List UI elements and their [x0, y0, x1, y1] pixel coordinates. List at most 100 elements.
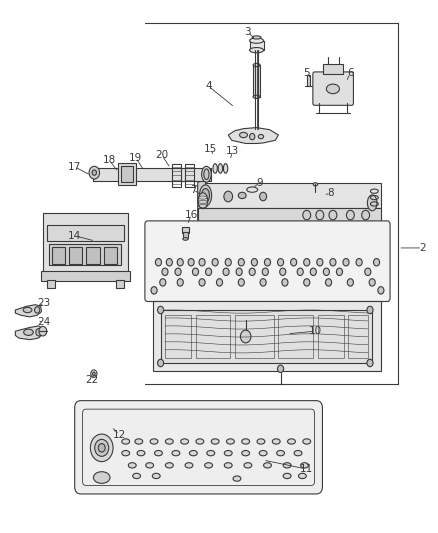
Circle shape	[328, 211, 336, 220]
Ellipse shape	[249, 38, 263, 43]
Bar	[104, 247, 117, 264]
Ellipse shape	[204, 463, 212, 468]
Bar	[249, 41, 263, 50]
Ellipse shape	[212, 164, 217, 173]
Circle shape	[366, 306, 372, 314]
Circle shape	[368, 279, 374, 286]
Ellipse shape	[198, 193, 207, 209]
Bar	[69, 247, 82, 264]
Circle shape	[346, 211, 353, 220]
Bar	[181, 227, 189, 232]
Ellipse shape	[283, 463, 290, 468]
Ellipse shape	[241, 439, 249, 444]
Ellipse shape	[203, 169, 208, 180]
Ellipse shape	[258, 134, 263, 139]
Bar	[184, 164, 194, 187]
Bar	[278, 316, 313, 358]
Ellipse shape	[249, 47, 263, 53]
Ellipse shape	[256, 439, 264, 444]
Ellipse shape	[93, 472, 110, 483]
Circle shape	[187, 259, 194, 266]
Circle shape	[366, 359, 372, 367]
Ellipse shape	[272, 439, 279, 444]
Ellipse shape	[128, 463, 136, 468]
Circle shape	[310, 268, 316, 276]
Text: 9: 9	[256, 177, 263, 188]
Circle shape	[36, 328, 42, 336]
Ellipse shape	[233, 476, 240, 481]
Ellipse shape	[239, 132, 247, 138]
Circle shape	[251, 259, 257, 266]
Circle shape	[39, 326, 47, 336]
Circle shape	[329, 259, 335, 266]
Ellipse shape	[189, 450, 197, 456]
Text: 17: 17	[68, 162, 81, 172]
Ellipse shape	[263, 463, 271, 468]
Ellipse shape	[132, 473, 140, 479]
Circle shape	[205, 268, 211, 276]
Bar	[47, 225, 123, 241]
Ellipse shape	[287, 439, 295, 444]
Ellipse shape	[199, 185, 211, 206]
Text: 19: 19	[129, 153, 142, 163]
Circle shape	[249, 268, 254, 276]
Circle shape	[175, 268, 181, 276]
Circle shape	[238, 259, 244, 266]
Circle shape	[261, 268, 268, 276]
Polygon shape	[197, 208, 380, 224]
Circle shape	[325, 279, 331, 286]
Circle shape	[377, 287, 383, 294]
Ellipse shape	[244, 463, 251, 468]
Circle shape	[151, 287, 157, 294]
Circle shape	[162, 268, 168, 276]
Ellipse shape	[224, 463, 232, 468]
Bar	[253, 65, 259, 97]
Ellipse shape	[201, 166, 211, 182]
Text: 6: 6	[346, 68, 353, 78]
Text: 10: 10	[308, 326, 321, 336]
Circle shape	[346, 279, 353, 286]
Ellipse shape	[253, 63, 259, 67]
Ellipse shape	[298, 473, 306, 479]
Circle shape	[281, 279, 287, 286]
Circle shape	[35, 307, 40, 313]
Ellipse shape	[302, 439, 310, 444]
FancyBboxPatch shape	[43, 214, 127, 272]
Bar	[86, 247, 99, 264]
Bar	[306, 75, 310, 86]
Circle shape	[264, 259, 270, 266]
Circle shape	[92, 170, 96, 175]
Ellipse shape	[258, 450, 266, 456]
Ellipse shape	[165, 463, 173, 468]
Ellipse shape	[195, 439, 203, 444]
Circle shape	[355, 259, 361, 266]
Bar	[171, 164, 181, 187]
Ellipse shape	[24, 329, 33, 335]
Bar	[195, 316, 230, 358]
Circle shape	[279, 268, 285, 276]
Ellipse shape	[276, 450, 284, 456]
Polygon shape	[93, 168, 210, 181]
Circle shape	[336, 268, 342, 276]
Circle shape	[249, 133, 254, 140]
Text: 2: 2	[418, 243, 425, 253]
Ellipse shape	[137, 450, 145, 456]
Bar	[317, 316, 343, 358]
Circle shape	[98, 443, 105, 452]
Circle shape	[302, 211, 310, 220]
Circle shape	[223, 268, 229, 276]
Text: 7: 7	[190, 184, 196, 195]
Ellipse shape	[300, 463, 308, 468]
Ellipse shape	[165, 439, 173, 444]
Ellipse shape	[183, 238, 187, 240]
Circle shape	[290, 259, 296, 266]
FancyBboxPatch shape	[145, 221, 389, 302]
Text: 24: 24	[37, 317, 51, 327]
Polygon shape	[153, 301, 380, 372]
Circle shape	[373, 259, 379, 266]
Ellipse shape	[313, 183, 317, 186]
Circle shape	[236, 268, 242, 276]
Bar	[120, 166, 133, 182]
Bar	[160, 310, 371, 363]
Circle shape	[89, 166, 99, 179]
